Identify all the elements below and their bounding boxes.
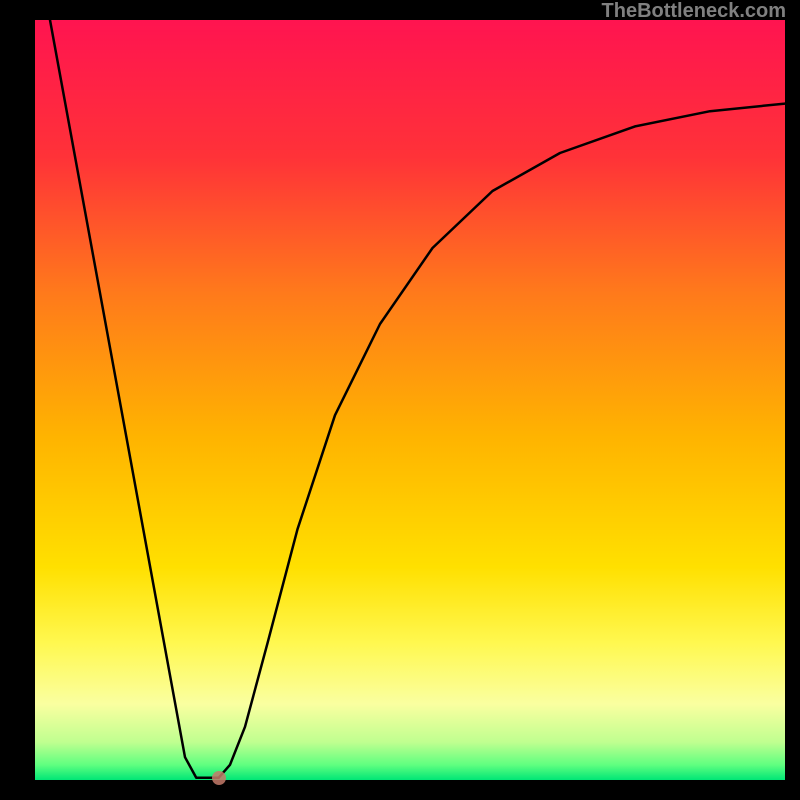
bottleneck-curve (35, 20, 785, 780)
optimal-point-marker (212, 771, 226, 785)
watermark-text: TheBottleneck.com (602, 0, 786, 23)
curve-path (50, 20, 785, 778)
plot-area (35, 20, 785, 780)
